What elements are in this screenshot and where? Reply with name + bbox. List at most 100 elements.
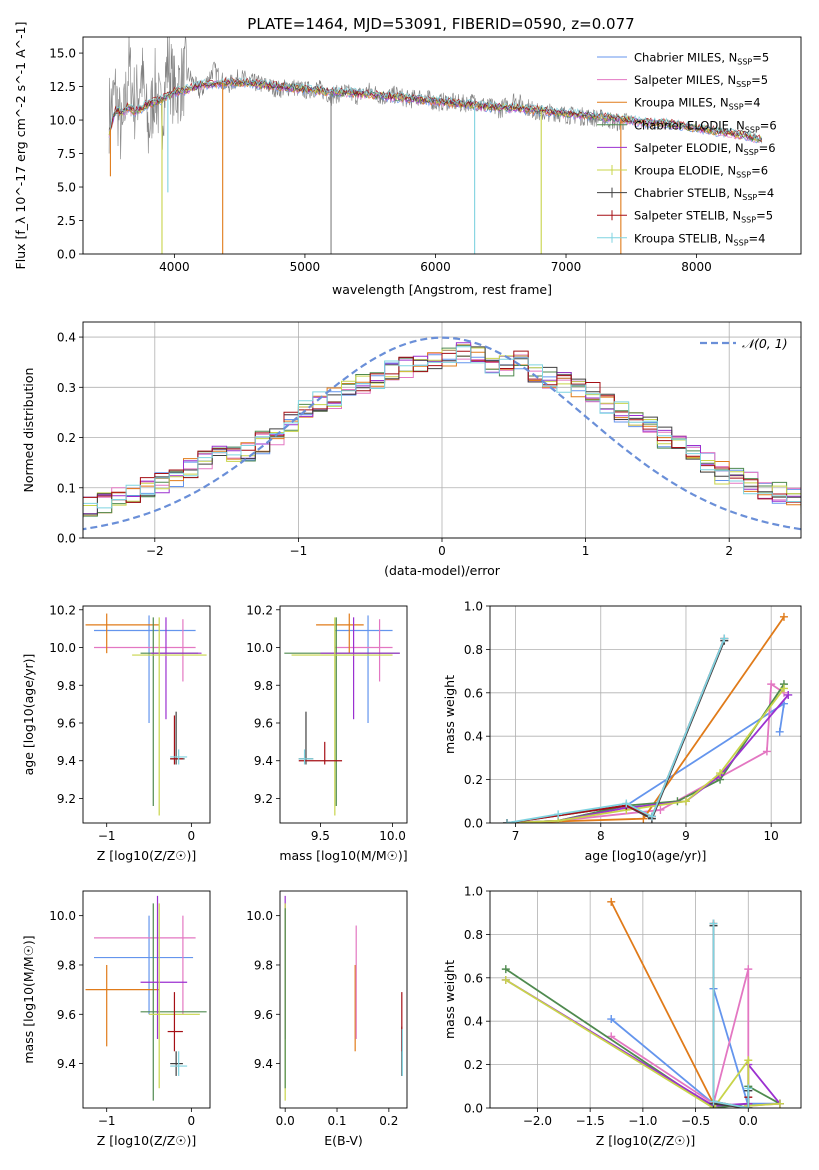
axes-frame — [82, 605, 211, 824]
weight-marker — [744, 1104, 753, 1108]
axes-frame — [489, 605, 802, 824]
y-axis-label: mass weight — [442, 675, 457, 754]
x-tick-label: 1 — [582, 544, 590, 558]
y-tick-label: 0.2 — [57, 431, 76, 445]
y-tick-label: 9.4 — [57, 1057, 76, 1071]
y-tick-label: 15.0 — [49, 47, 76, 61]
y-tick-label: 9.8 — [57, 958, 76, 972]
x-tick-label: −1.0 — [628, 1114, 657, 1128]
plot-area — [85, 613, 207, 816]
axes-frame — [279, 890, 408, 1109]
panel-spectrum: 4000 5000 6000 7000 8000 0.0 2.5 5.0 7.5 10.0 12.5… — [13, 22, 802, 297]
x-axis-label: E(B-V) — [324, 1133, 363, 1148]
y-tick-label: 9.2 — [57, 792, 76, 806]
axes-frame — [489, 890, 802, 1109]
x-tick-label: 4000 — [159, 260, 190, 274]
y-axis-label: mass weight — [442, 960, 457, 1039]
y-axis-label: Normed distribution — [21, 368, 36, 493]
y-tick-label: 9.8 — [254, 679, 273, 693]
x-axis-label: Z [log10(Z/Z☉)] — [596, 1133, 696, 1148]
y-tick-label: 1.0 — [464, 600, 483, 614]
weight-marker — [744, 1084, 753, 1093]
weight-marker — [779, 612, 788, 621]
legend-label: Salpeter ELODIE, NSSP=6 — [634, 141, 776, 157]
weight-marker — [744, 1056, 753, 1065]
weight-line-2 — [506, 616, 785, 823]
y-tick-label: 10.0 — [49, 641, 76, 655]
weight-marker — [554, 810, 563, 819]
y-tick-label: 0.2 — [464, 773, 483, 787]
histogram-5 — [83, 347, 801, 514]
histogram-2 — [83, 344, 801, 517]
x-tick-label: −0.5 — [681, 1114, 710, 1128]
y-tick-label: 9.6 — [254, 1008, 273, 1022]
weight-marker — [720, 634, 729, 643]
model-spectrum-7 — [108, 76, 763, 142]
weight-line-7 — [506, 638, 726, 823]
legend-label: Kroupa ELODIE, NSSP=6 — [634, 164, 768, 180]
weight-line-5 — [506, 687, 785, 823]
y-tick-label: 12.5 — [49, 80, 76, 94]
x-tick-label: 9 — [682, 829, 690, 843]
weight-marker — [503, 819, 512, 823]
y-tick-label: 10.0 — [49, 114, 76, 128]
y-tick-label: 7.5 — [57, 147, 76, 161]
weight-marker — [779, 684, 788, 693]
legend-label: Salpeter MILES, NSSP=5 — [634, 73, 768, 89]
weight-marker — [784, 690, 793, 699]
plot-area — [503, 612, 793, 823]
model-spectrum-6 — [108, 78, 763, 142]
x-tick-label: 0.0 — [276, 1114, 295, 1128]
weight-line-3 — [506, 683, 785, 823]
x-axis-label: age [log10(age/yr)] — [585, 848, 707, 863]
x-tick-label: 8 — [597, 829, 605, 843]
model-spectrum-0 — [108, 81, 763, 144]
x-axis-label: (data-model)/error — [384, 563, 501, 578]
legend-label: Chabrier ELODIE, NSSP=6 — [634, 118, 777, 134]
y-tick-label: 0.0 — [57, 532, 76, 546]
weight-marker — [716, 769, 725, 778]
weight-marker — [709, 1097, 718, 1106]
y-tick-label: 9.8 — [254, 958, 273, 972]
panel-age_vs_mass: 9.5 10.0 9.2 9.4 9.6 9.8 10.0 10.2 mass [log10(M… — [246, 603, 407, 863]
panel-residuals: −2 −1 0 1 2 0.0 0.1 0.2 0.3 0.4 (data-model)/error… — [21, 321, 802, 578]
figure-title: PLATE=1464, MJD=53091, FIBERID=0590, z=0… — [247, 15, 634, 33]
weight-marker — [607, 897, 616, 906]
x-tick-label: −2.0 — [523, 1114, 552, 1128]
weight-line-2 — [610, 901, 749, 1108]
y-tick-label: 10.0 — [49, 909, 76, 923]
y-tick-label: 0.4 — [464, 730, 483, 744]
panel-weight_vs_Z: −2.0 −1.5 −1.0 −0.5 0.0 0.0 0.2 0.4 0.6 0.8 1.0 Z [… — [442, 885, 802, 1148]
axes-frame — [82, 321, 802, 539]
y-tick-label: 0.1 — [57, 481, 76, 495]
y-tick-label: 9.4 — [254, 1057, 273, 1071]
x-tick-label: 0.2 — [379, 1114, 398, 1128]
x-axis-label: wavelength [Angstrom, rest frame] — [332, 282, 552, 297]
weight-marker — [639, 814, 648, 823]
histogram-1 — [83, 352, 801, 516]
weight-marker — [501, 965, 510, 974]
x-axis-label: Z [log10(Z/Z☉)] — [97, 848, 197, 863]
plot-area — [83, 336, 801, 531]
x-tick-label: 2 — [725, 544, 733, 558]
weight-marker — [775, 1099, 784, 1108]
plot-area — [284, 613, 400, 816]
x-tick-label: 0 — [188, 829, 196, 843]
gaussian-curve — [83, 336, 801, 531]
y-tick-label: 9.2 — [254, 792, 273, 806]
panel-age_vs_Z: −1 0 9.2 9.4 9.6 9.8 10.0 10.2 Z [log10(Z/Z☉)] ag… — [21, 603, 211, 863]
histogram-8 — [83, 346, 801, 514]
x-tick-label: 0.0 — [739, 1114, 758, 1128]
weight-marker — [622, 799, 631, 808]
plot-area — [85, 895, 207, 1101]
axes-frame — [82, 890, 211, 1109]
gridlines — [490, 605, 801, 824]
x-tick-label: 10 — [764, 829, 779, 843]
plot-area — [501, 897, 784, 1108]
weight-marker — [767, 680, 776, 689]
y-tick-label: 0.4 — [464, 1015, 483, 1029]
weight-marker — [681, 797, 690, 806]
weight-line-8 — [712, 923, 750, 1108]
weight-marker — [607, 1015, 616, 1024]
